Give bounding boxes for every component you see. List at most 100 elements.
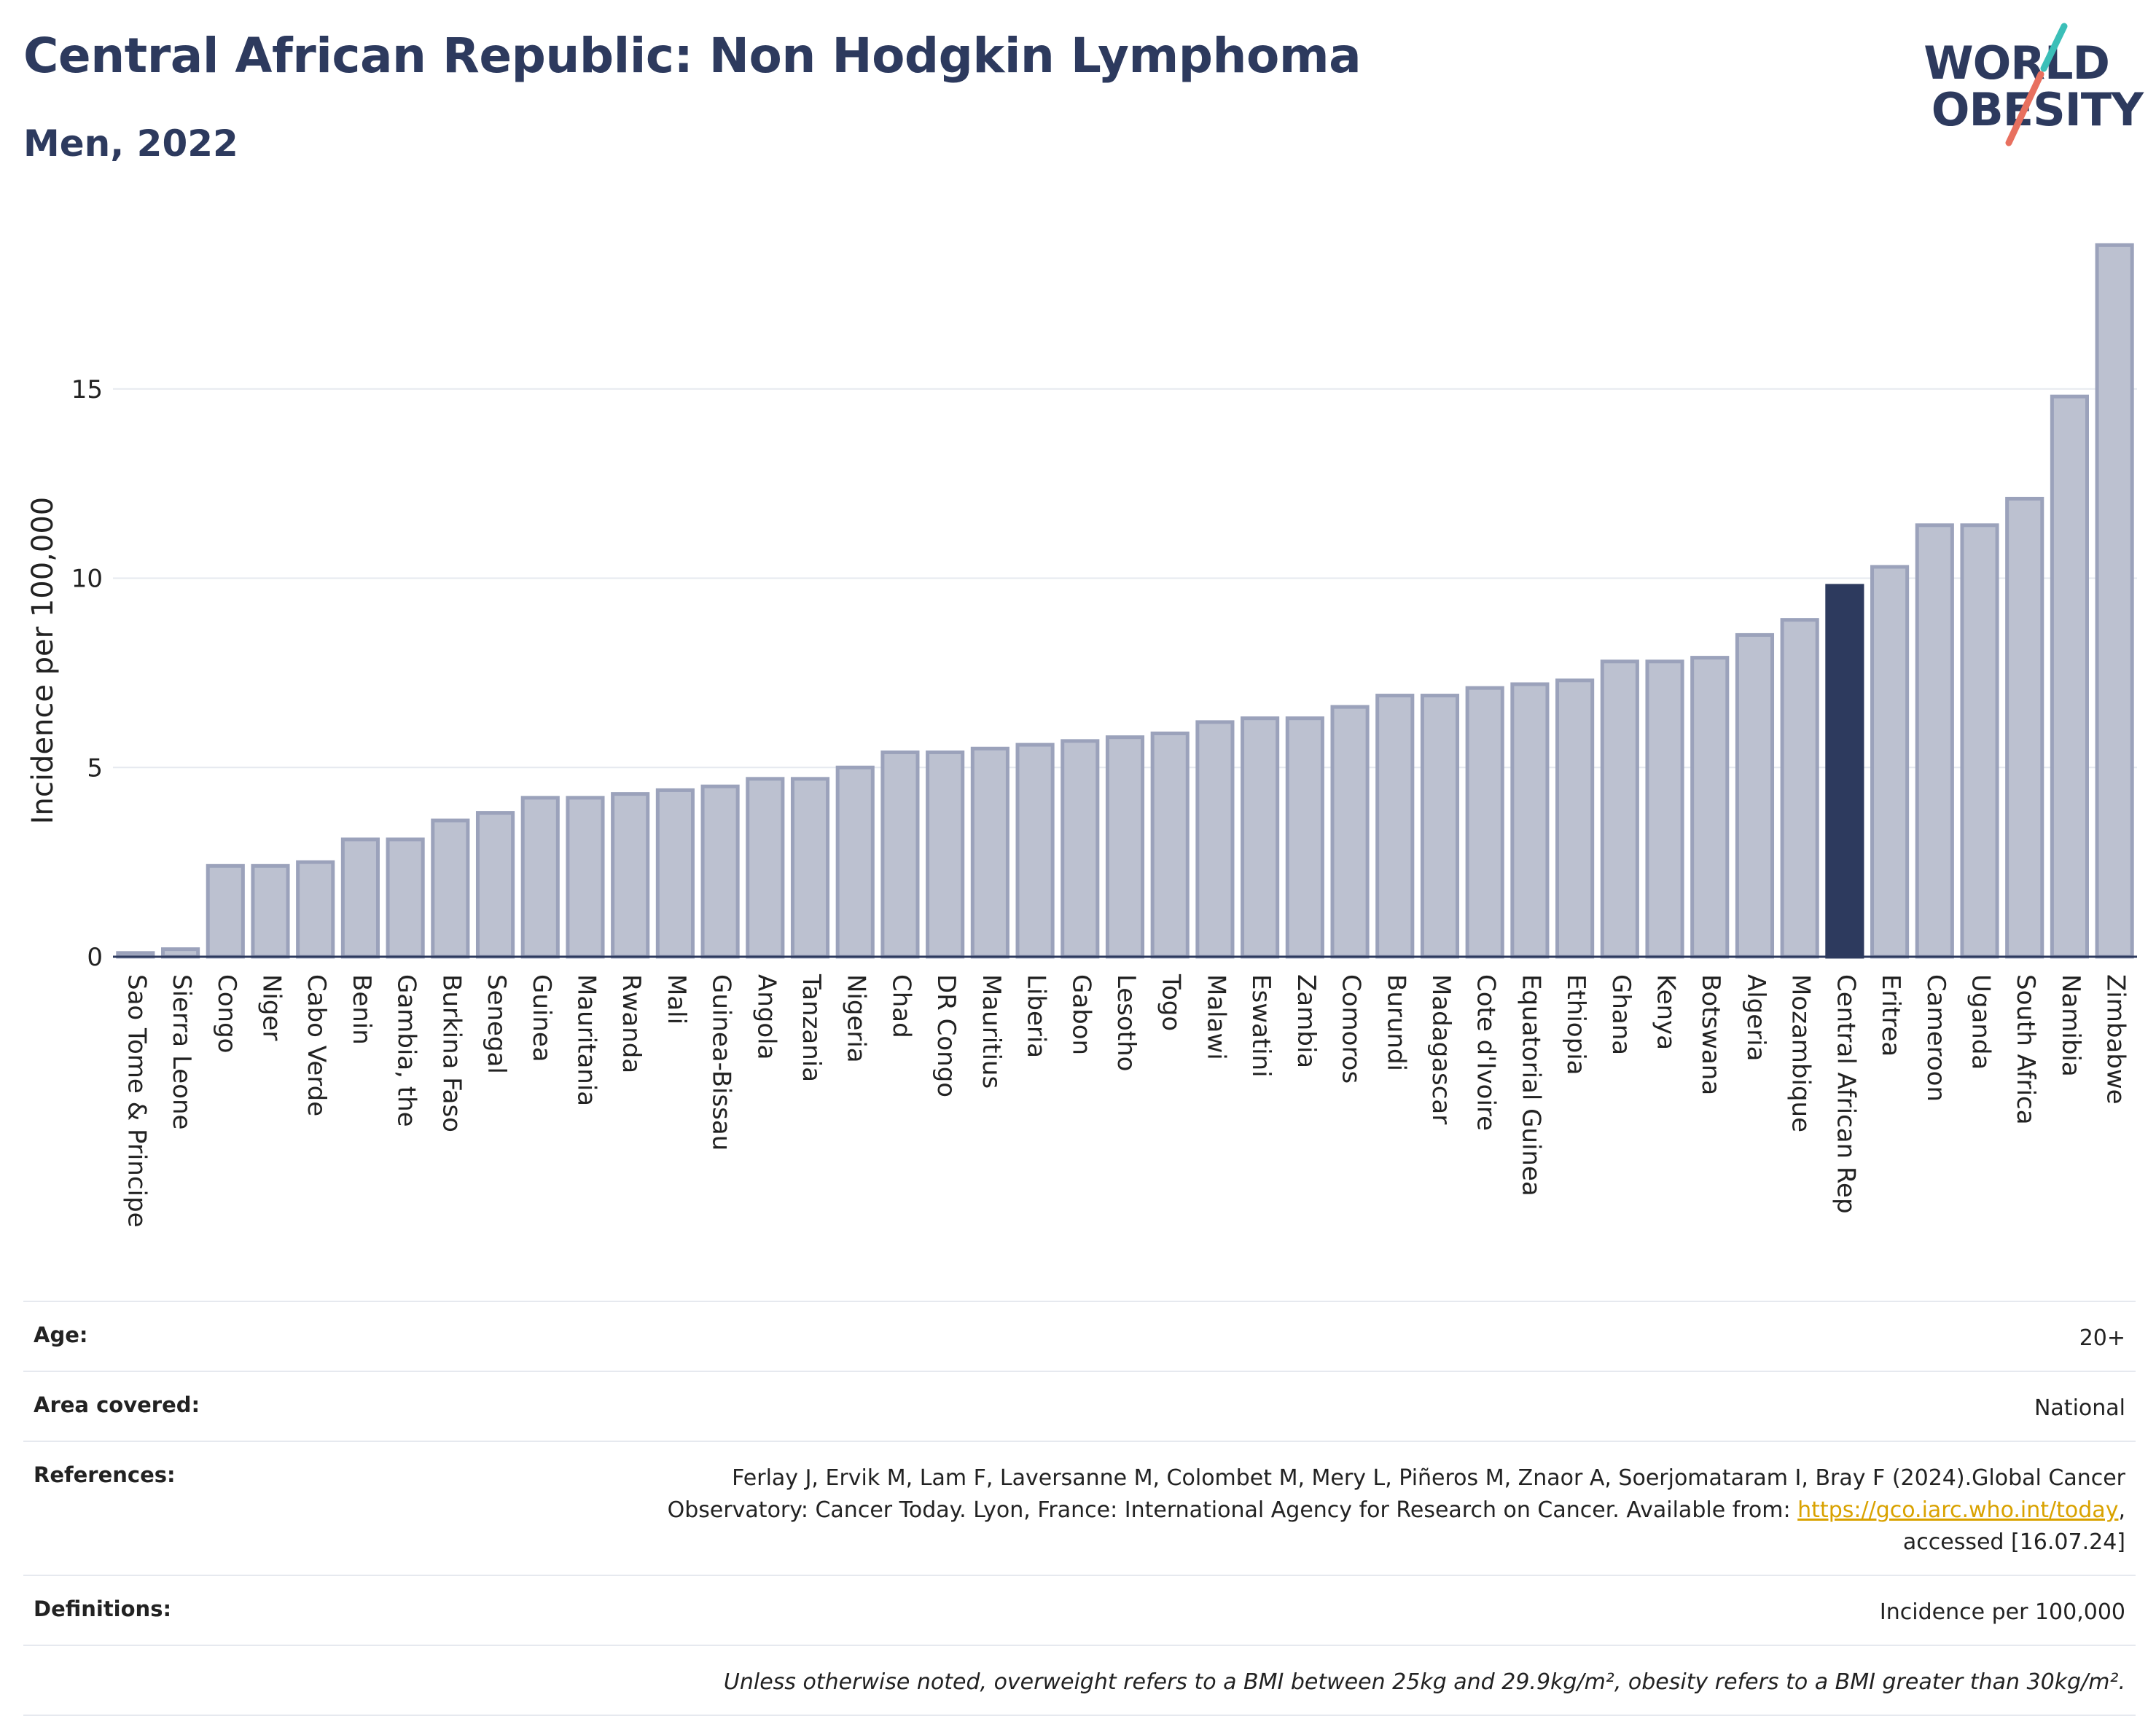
references-line-3: accessed [16.07.24] xyxy=(1902,1529,2125,1555)
bar-burundi xyxy=(1375,694,1415,959)
x-tick-label: Sierra Leone xyxy=(167,974,196,1129)
x-tick-label: Lesotho xyxy=(1112,974,1141,1071)
bar-uganda xyxy=(1960,523,1999,959)
definitions-value: Incidence per 100,000 xyxy=(1879,1599,2125,1625)
bar-tanzania xyxy=(790,777,830,959)
bar-ghana xyxy=(1600,659,1639,959)
bars xyxy=(116,243,2134,959)
bar-rwanda xyxy=(611,792,650,959)
logo-slash-teal xyxy=(2040,23,2068,72)
chart-subtitle: Men, 2022 xyxy=(23,122,238,165)
bar-mauritius xyxy=(970,746,1009,959)
bar-benin xyxy=(340,837,380,959)
bar-namibia xyxy=(2050,394,2090,959)
bar-comoros xyxy=(1330,705,1370,959)
x-tick-label: Comoros xyxy=(1337,974,1366,1084)
bar-eswatini xyxy=(1241,716,1280,959)
x-tick-label: Nigeria xyxy=(842,974,871,1063)
bar-equatorial-guinea xyxy=(1510,682,1550,959)
bar-gabon xyxy=(1061,739,1100,959)
bar-mozambique xyxy=(1780,618,1819,959)
x-tick-label: Equatorial Guinea xyxy=(1516,974,1545,1196)
y-axis-label: Incidence per 100,000 xyxy=(26,497,60,825)
x-tick-label: Zambia xyxy=(1292,974,1321,1068)
bar-sierra-leone xyxy=(160,947,200,959)
x-tick-label: Algeria xyxy=(1741,974,1770,1061)
bar-senegal xyxy=(475,811,515,959)
meta-row-definitions: Definitions: Incidence per 100,000 xyxy=(23,1576,2136,1646)
bar-angola xyxy=(746,777,785,959)
references-line-2: Observatory: Cancer Today. Lyon, France:… xyxy=(667,1497,1798,1523)
x-tick-label: Angola xyxy=(751,974,781,1059)
bar-cote-d-ivoire xyxy=(1465,686,1504,959)
x-tick-label: Burundi xyxy=(1381,974,1410,1071)
bar-eritrea xyxy=(1870,565,1910,959)
chart-title: Central African Republic: Non Hodgkin Ly… xyxy=(23,28,1362,84)
meta-row-age: Age: 20+ xyxy=(23,1301,2136,1372)
definitions-label: Definitions: xyxy=(34,1596,172,1621)
x-tick-label: Mauritius xyxy=(977,974,1006,1089)
x-tick-label: Togo xyxy=(1157,973,1186,1031)
age-label: Age: xyxy=(34,1323,88,1347)
x-tick-label: Niger xyxy=(257,974,286,1041)
meta-row-note: Unless otherwise noted, overweight refer… xyxy=(23,1646,2136,1716)
y-tick-label: 5 xyxy=(87,753,103,783)
x-tick-label: Mali xyxy=(662,974,691,1024)
references-label: References: xyxy=(34,1462,176,1487)
x-tick-label: South Africa xyxy=(2011,974,2040,1125)
x-tick-label: Uganda xyxy=(1966,974,1996,1070)
meta-row-area: Area covered: National xyxy=(23,1372,2136,1442)
bar-nigeria xyxy=(835,765,875,959)
x-tick-label: Sao Tome & Principe xyxy=(122,974,151,1228)
x-tick-label: Namibia xyxy=(2056,974,2085,1077)
bar-cabo-verde xyxy=(296,860,335,959)
metadata-table: Age: 20+ Area covered: National Referenc… xyxy=(23,1301,2136,1716)
x-tick-label: Malawi xyxy=(1201,974,1230,1060)
x-tick-label: Mauritania xyxy=(571,974,601,1106)
bar-liberia xyxy=(1015,743,1055,959)
x-tick-label: Eswatini xyxy=(1246,974,1276,1078)
x-tick-label: Cameroon xyxy=(1921,974,1950,1102)
bar-zimbabwe xyxy=(2095,243,2134,959)
bar-central-african-rep xyxy=(1825,584,1864,959)
x-tick-label: Benin xyxy=(347,974,376,1045)
bar-burkina-faso xyxy=(431,818,470,959)
bar-chart: 0 5 10 15 Sao Tome & Principe Sierra Leone Co… xyxy=(26,243,2137,1228)
logo-line-1: WORLD xyxy=(1923,36,2110,90)
x-tick-label: Rwanda xyxy=(617,974,646,1073)
x-tick-label: Madagascar xyxy=(1426,974,1456,1124)
logo-line-2: OBESITY xyxy=(1931,83,2144,136)
logo-slash-coral xyxy=(2005,71,2044,146)
x-tick-label: Guinea xyxy=(527,974,556,1062)
bar-guinea-bissau xyxy=(700,784,740,959)
references-value: Ferlay J, Ervik M, Lam F, Laversanne M, … xyxy=(668,1462,2125,1559)
references-comma: , xyxy=(2118,1497,2125,1523)
y-tick-label: 0 xyxy=(87,943,103,972)
bar-zambia xyxy=(1285,716,1324,959)
bmi-note: Unless otherwise noted, overweight refer… xyxy=(723,1669,2125,1695)
x-tick-label: Guinea-Bissau xyxy=(707,974,736,1151)
y-tick-label: 10 xyxy=(71,565,103,594)
x-tick-label: Tanzania xyxy=(797,973,826,1082)
x-tick-label: Botswana xyxy=(1696,974,1725,1095)
bar-mali xyxy=(655,788,695,959)
y-tick-labels: 0 5 10 15 xyxy=(71,375,103,972)
references-link[interactable]: https://gco.iarc.who.int/today xyxy=(1797,1497,2119,1523)
bar-dr-congo xyxy=(926,750,965,959)
x-tick-label: DR Congo xyxy=(931,974,961,1097)
x-tick-label: Burkina Faso xyxy=(437,974,466,1132)
x-tick-label: Eritrea xyxy=(1876,974,1905,1057)
bar-south-africa xyxy=(2005,496,2044,959)
x-tick-label: Chad xyxy=(886,974,915,1038)
x-tick-label: Senegal xyxy=(482,974,511,1074)
x-tick-label: Central African Rep xyxy=(1831,974,1860,1214)
x-tick-labels: Sao Tome & Principe Sierra Leone Congo Nige… xyxy=(122,973,2130,1228)
bar-malawi xyxy=(1195,720,1235,959)
area-label: Area covered: xyxy=(34,1392,200,1417)
bar-kenya xyxy=(1645,659,1684,959)
bar-ethiopia xyxy=(1555,678,1595,959)
x-tick-label: Mozambique xyxy=(1786,974,1816,1132)
x-tick-label: Congo xyxy=(212,974,241,1053)
bar-lesotho xyxy=(1105,735,1145,959)
x-tick-label: Ethiopia xyxy=(1561,974,1590,1075)
